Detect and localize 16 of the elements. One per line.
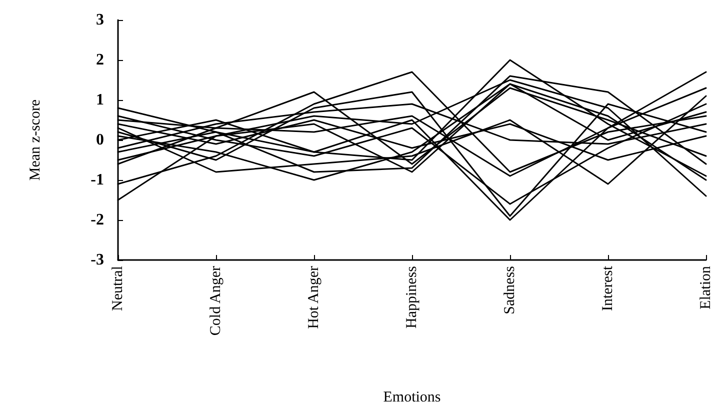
y-tick-label: 2: [96, 52, 104, 68]
y-tick-label: 0: [96, 132, 104, 148]
y-tick-label: -2: [90, 212, 104, 228]
y-tick-label: 1: [96, 92, 104, 108]
x-tick-label: Neutral: [110, 266, 126, 311]
x-axis-title: Emotions: [383, 390, 441, 406]
y-tick-label: -1: [90, 172, 104, 188]
y-axis-title: Mean z-score: [28, 99, 44, 181]
x-tick-label: Interest: [600, 265, 616, 311]
y-tick-label: 3: [96, 12, 104, 28]
x-tick-label: Elation: [698, 266, 714, 310]
x-tick-label: Hot Anger: [306, 266, 322, 329]
x-tick-label: Happiness: [404, 266, 420, 328]
x-tick-label: Sadness: [502, 266, 518, 314]
x-tick-label: Cold Anger: [208, 266, 224, 336]
y-tick-label: -3: [90, 252, 104, 268]
